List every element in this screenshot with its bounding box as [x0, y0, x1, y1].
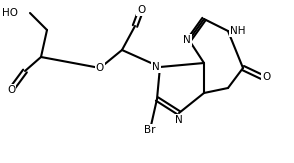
Text: HO: HO [2, 8, 18, 18]
Text: O: O [262, 72, 270, 82]
Text: NH: NH [230, 26, 245, 36]
Text: N: N [183, 35, 191, 45]
Text: O: O [7, 85, 15, 95]
Text: O: O [137, 5, 145, 15]
Text: N: N [175, 115, 183, 125]
Text: Br: Br [144, 125, 156, 135]
Text: N: N [152, 62, 160, 72]
Text: O: O [96, 63, 104, 73]
